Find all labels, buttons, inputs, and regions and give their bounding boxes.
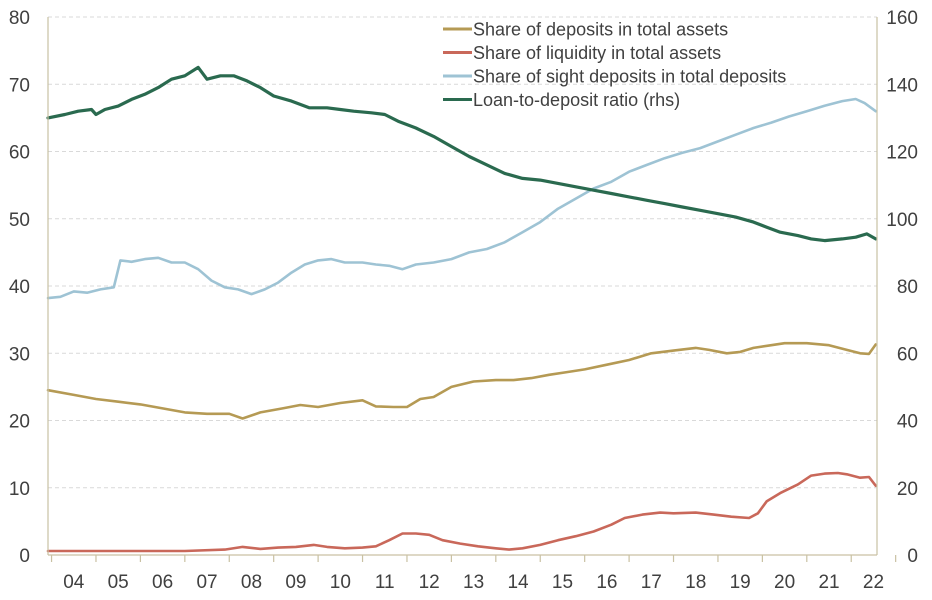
tick-labels: 0 0 10 20 20 40 30 60 40 80 50 100 60 120 70 140 80 160 04…: [9, 8, 918, 593]
x-tick-label: 05: [108, 572, 129, 593]
y-left-tick-label: 60: [9, 143, 30, 164]
series-line-share-of-liquidity-in-total-assets: [46, 471, 878, 553]
x-tick-label: 15: [552, 572, 573, 593]
axes: [47, 17, 897, 562]
legend-label: Share of liquidity in total assets: [473, 43, 721, 63]
y-left-tick-label: 0: [19, 546, 30, 567]
y-left-tick-label: 10: [9, 479, 30, 500]
series-line-share-of-deposits-in-total-assets: [46, 341, 878, 420]
x-tick-label: 11: [375, 572, 395, 593]
legend-label: Share of deposits in total assets: [473, 20, 728, 40]
y-right-tick-label: 80: [897, 277, 918, 298]
x-tick-label: 06: [152, 572, 173, 593]
x-tick-label: 12: [419, 572, 440, 593]
x-tick-label: 07: [196, 572, 217, 593]
series-line-share-of-sight-deposits-in-total-deposits: [46, 97, 878, 300]
x-tick-label: 19: [730, 572, 751, 593]
y-left-tick-label: 70: [9, 75, 30, 96]
x-tick-label: 09: [285, 572, 306, 593]
x-tick-label: 18: [685, 572, 706, 593]
grid-lines: [48, 16, 877, 489]
y-left-tick-label: 30: [9, 344, 30, 365]
x-tick-label: 21: [818, 572, 839, 593]
x-tick-label: 08: [241, 572, 262, 593]
x-tick-label: 20: [774, 572, 795, 593]
series-lines: [46, 65, 878, 553]
x-tick-label: 17: [641, 572, 662, 593]
x-tick-label: 22: [863, 572, 884, 593]
series-line-loan-to-deposit-ratio-rhs: [46, 65, 878, 243]
x-tick-label: 10: [330, 572, 351, 593]
legend: Share of deposits in total assets Share o…: [443, 20, 786, 110]
x-tick-label: 04: [63, 572, 85, 593]
y-right-tick-label: 40: [897, 412, 918, 433]
y-right-tick-label: 0: [907, 546, 918, 567]
y-right-tick-label: 140: [886, 75, 918, 96]
y-left-tick-label: 40: [9, 277, 30, 298]
y-left-tick-label: 80: [9, 8, 30, 29]
y-right-tick-label: 100: [886, 210, 918, 231]
y-right-tick-label: 20: [897, 479, 918, 500]
y-right-tick-label: 120: [886, 143, 918, 164]
y-left-tick-label: 20: [9, 412, 30, 433]
legend-label: Share of sight deposits in total deposit…: [473, 67, 786, 87]
legend-label: Loan-to-deposit ratio (rhs): [473, 90, 680, 110]
y-right-tick-label: 60: [897, 344, 918, 365]
y-right-tick-label: 160: [886, 8, 918, 29]
y-left-tick-label: 50: [9, 210, 30, 231]
x-tick-label: 14: [507, 572, 529, 593]
x-tick-label: 13: [463, 572, 484, 593]
x-tick-label: 16: [596, 572, 617, 593]
